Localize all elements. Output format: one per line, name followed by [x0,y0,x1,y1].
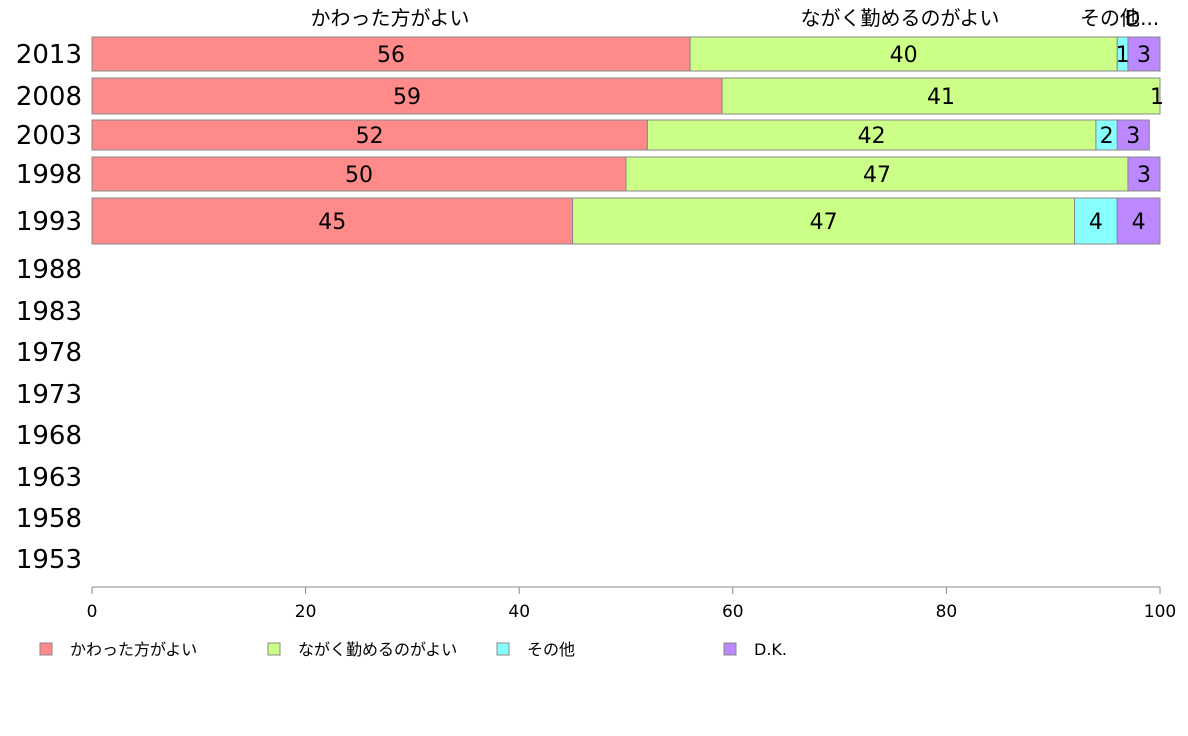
legend-swatch [496,642,510,656]
data-label: 3 [1137,163,1151,188]
data-label: 47 [810,210,838,235]
legend-label: その他 [527,640,575,659]
year-label: 1983 [16,297,82,327]
bar-row: 50 47 3 [91,156,1161,192]
x-tick-label: 20 [295,602,317,622]
legend-swatch [723,642,737,656]
bar-segment [1127,36,1161,72]
legend-label: ながく勤めるのがよい [298,640,457,659]
data-label: 40 [890,43,918,68]
bar-segment [91,119,648,151]
data-label: 42 [858,124,886,149]
bar-segment [1127,156,1161,192]
legend-label: D.K. [754,640,787,659]
year-label: 1993 [16,207,82,237]
bar-segment [625,156,1129,192]
x-tick-label: 40 [508,602,530,622]
year-label: 1973 [16,380,82,410]
year-label: 1978 [16,338,82,368]
year-axis-labels: 2013 2008 2003 1998 1993 1988 1983 1978 1973 1968… [16,40,82,575]
data-label: 59 [393,85,421,110]
category-header-label: かわった方がよい [311,6,470,30]
bar-segment [1116,197,1161,245]
bar-segment [1074,197,1118,245]
data-label: 3 [1126,124,1140,149]
year-label: 1968 [16,421,82,451]
bar-row: 56 40 1 3 [91,36,1161,72]
year-label: 2013 [16,40,82,70]
year-label: 1953 [16,545,82,575]
data-label: 47 [863,163,891,188]
year-label: 1988 [16,255,82,285]
legend-item: ながく勤めるのがよい [267,640,457,659]
category-header-label: その他 [1080,6,1140,30]
x-tick-label: 80 [936,602,958,622]
data-label: 50 [345,163,373,188]
legend-item: その他 [496,640,575,659]
year-label: 2008 [16,82,82,112]
bar-segment [646,119,1097,151]
legend-item: かわった方がよい [39,640,197,659]
bar-row: 52 42 2 3 [91,119,1150,151]
data-label: 1 [1116,43,1130,68]
legend-item: D.K. [723,640,787,659]
x-tick-label: 60 [722,602,744,622]
bar-row: 45 47 4 4 [91,197,1161,245]
category-header-label: ながく勤めるのがよい [801,6,1000,30]
data-label: 52 [356,124,384,149]
x-tick-label: 0 [87,602,98,622]
data-label: 45 [318,210,346,235]
data-label: 4 [1089,210,1103,235]
legend-swatch [267,642,281,656]
legend-label: かわった方がよい [70,640,197,659]
bar-segment [721,77,1161,115]
bar-segment [689,36,1118,72]
bar-segment [1116,119,1150,151]
x-tick-label: 100 [1144,602,1176,622]
bar-segment [572,197,1076,245]
data-label: 41 [927,85,955,110]
legend-swatch [39,642,53,656]
x-axis: 0 20 40 60 80 100 [87,586,1176,622]
data-label: 3 [1137,43,1151,68]
data-label: 4 [1132,210,1146,235]
bar-segment [91,36,691,72]
bar-row: 59 41 1 [91,77,1164,115]
category-header-label: D... [1125,6,1159,30]
year-label: 1958 [16,504,82,534]
year-label: 1998 [16,160,82,190]
legend: かわった方がよい ながく勤めるのがよい その他 D.K. [39,640,787,659]
data-label: 56 [377,43,405,68]
bar-segment [91,197,574,245]
data-label: 1 [1150,85,1164,110]
category-header-row: かわった方がよい ながく勤めるのがよい その他D... [311,6,1160,30]
year-label: 2003 [16,121,82,151]
bar-area: 56 40 1 359 41 152 42 2 350 47 345 47 4 4 [91,36,1164,245]
year-label: 1963 [16,463,82,493]
data-label: 2 [1100,124,1114,149]
